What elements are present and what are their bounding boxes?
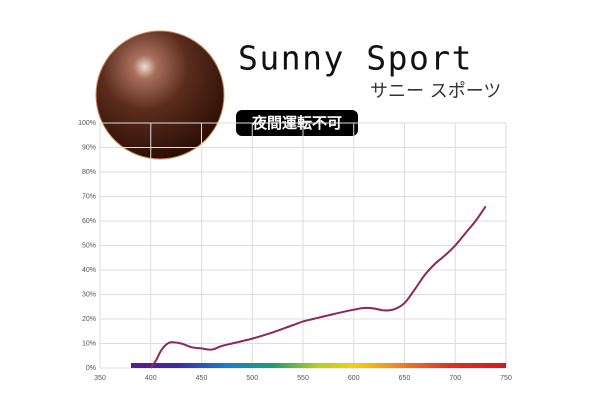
x-tick-label: 700	[449, 375, 461, 382]
y-tick-label: 100%	[78, 120, 96, 127]
chart-title: Sunny Sport	[238, 39, 473, 78]
y-tick-label: 70%	[82, 193, 96, 200]
y-tick-label: 30%	[82, 291, 96, 298]
y-tick-label: 40%	[82, 267, 96, 274]
y-tick-label: 0%	[86, 365, 96, 372]
transmission-line	[149, 205, 487, 369]
y-tick-label: 10%	[82, 340, 96, 347]
y-tick-label: 20%	[82, 316, 96, 323]
y-tick-label: 50%	[82, 242, 96, 249]
y-tick-label: 80%	[82, 169, 96, 176]
x-tick-label: 500	[246, 375, 258, 382]
x-tick-label: 400	[145, 375, 157, 382]
x-tick-label: 550	[297, 375, 309, 382]
plot	[149, 205, 487, 369]
spectrum-bar	[131, 363, 506, 368]
lens-ball	[95, 30, 225, 160]
x-tick-label: 650	[399, 375, 411, 382]
x-tick-label: 750	[500, 375, 512, 382]
grid: 0% 10% 20% 30% 40% 50% 60% 70% 80% 90% 100% 350 400 4…	[78, 120, 512, 382]
y-tick-label: 60%	[82, 218, 96, 225]
x-tick-label: 450	[196, 375, 208, 382]
x-tick-label: 600	[348, 375, 360, 382]
chart-subtitle: サニー スポーツ	[370, 81, 501, 102]
x-tick-label: 350	[94, 375, 106, 382]
y-tick-label: 90%	[82, 144, 96, 151]
